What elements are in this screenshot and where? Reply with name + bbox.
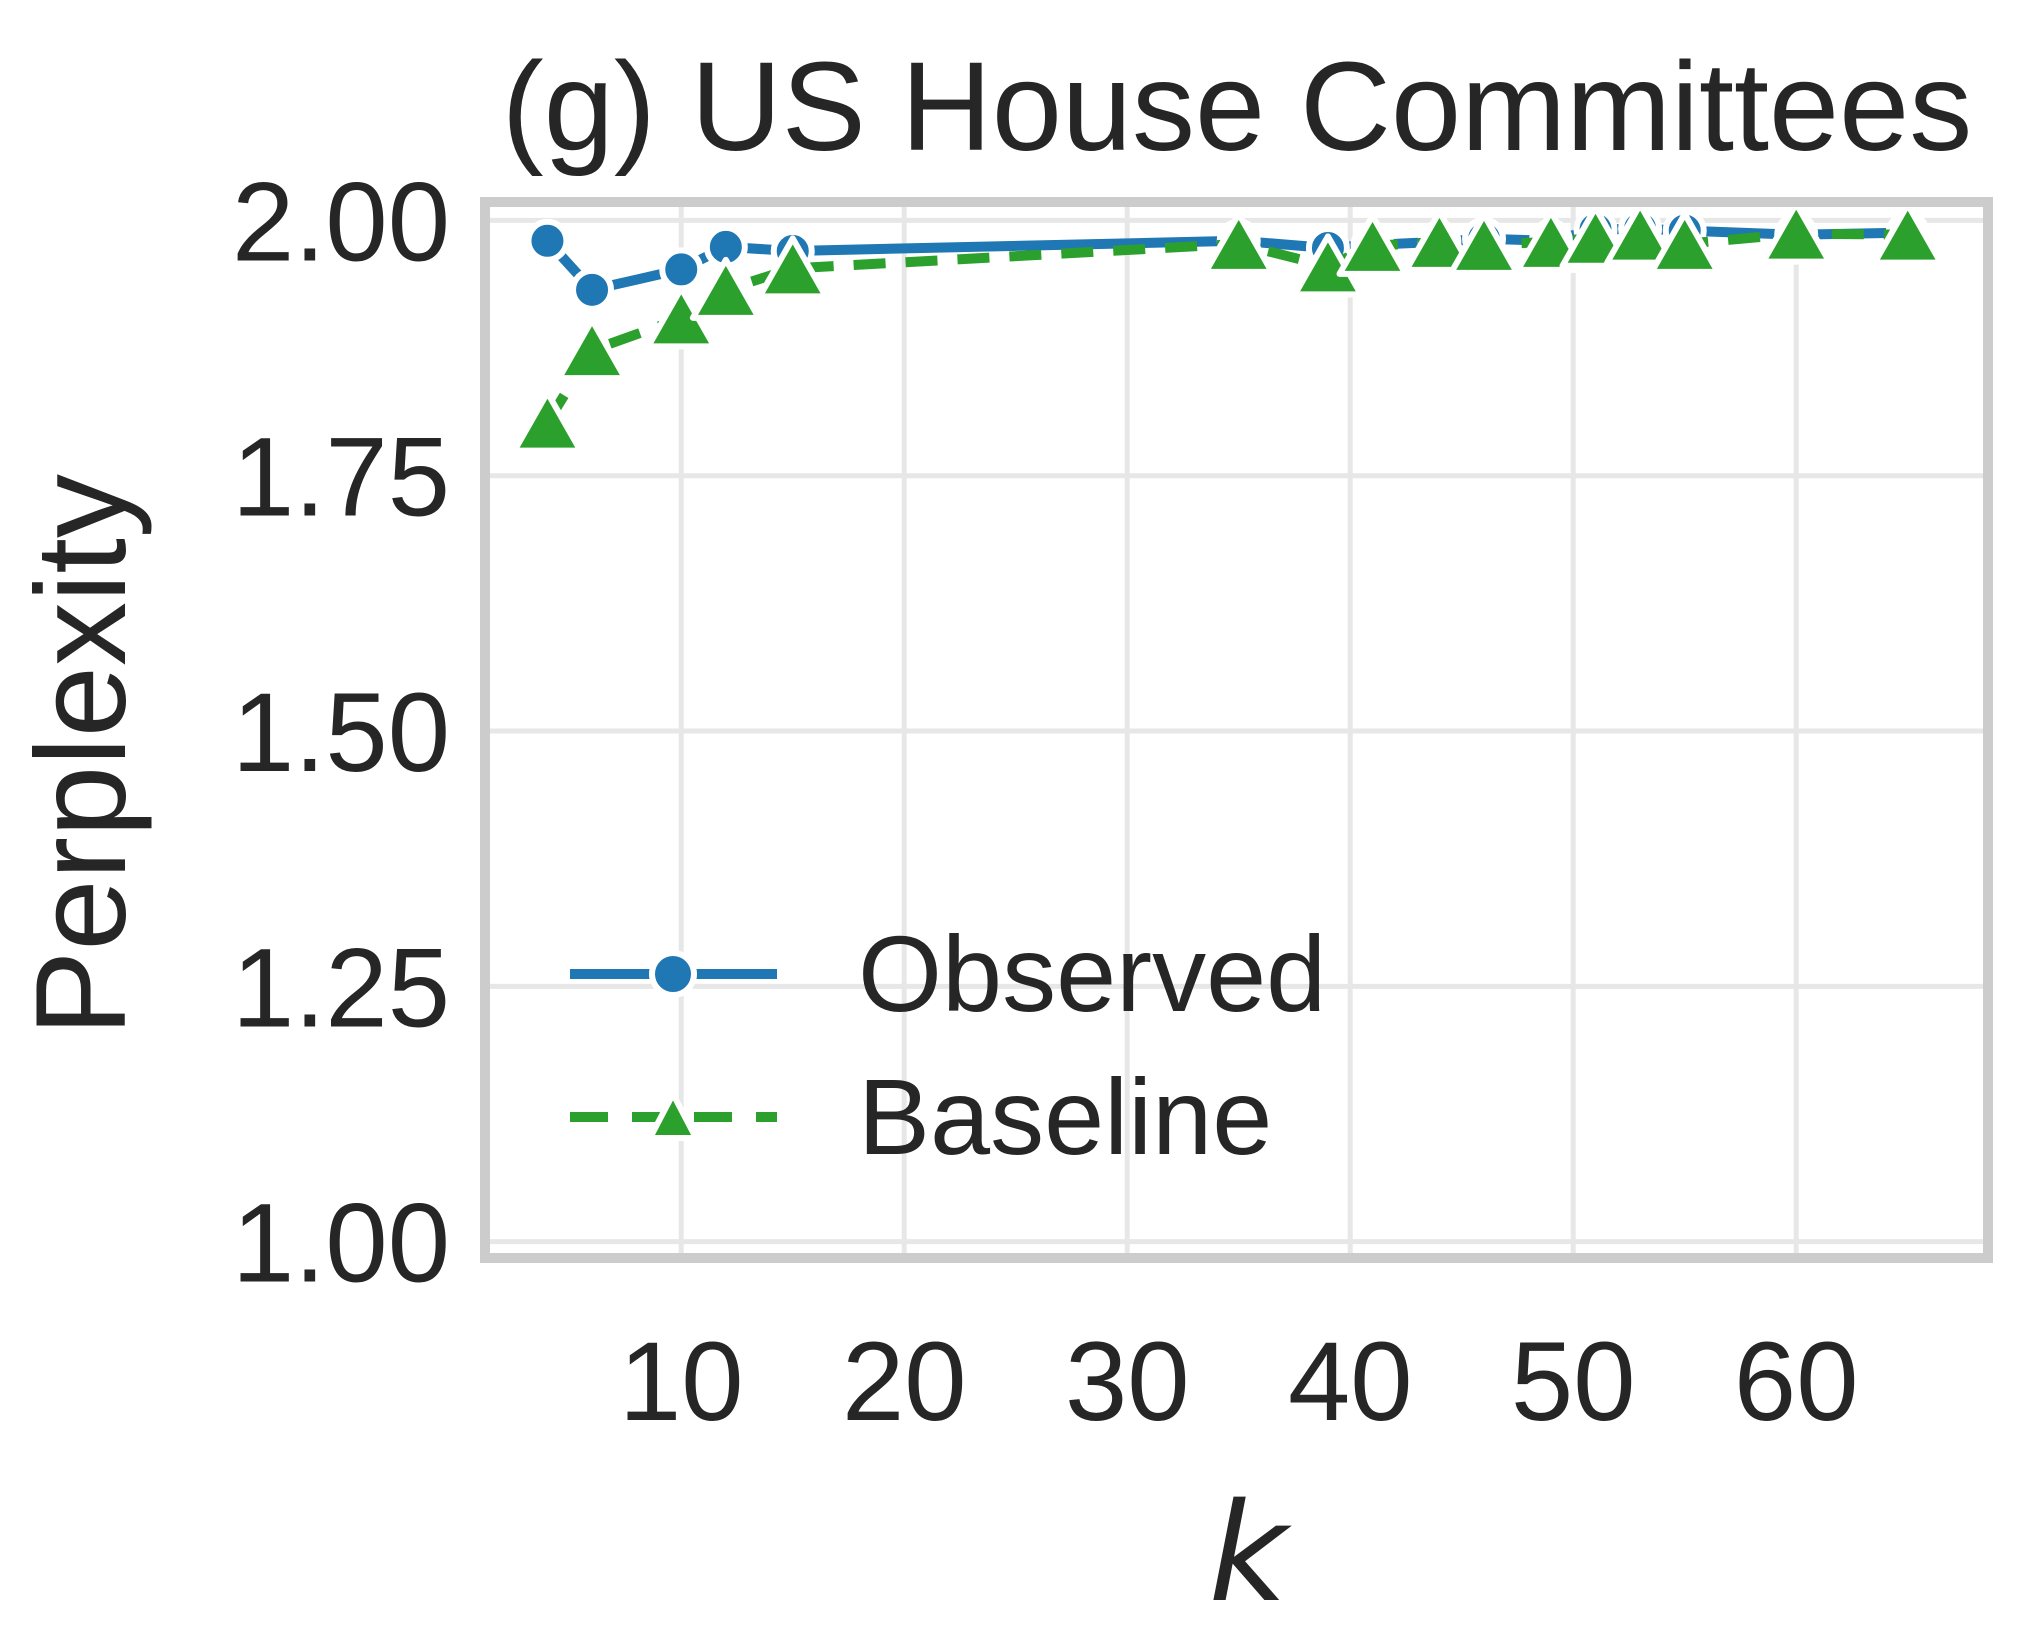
x-tick-labels: 10 20 30 40 50 60 xyxy=(619,1319,1859,1444)
legend-label-baseline: Baseline xyxy=(858,1056,1272,1177)
observed-marker xyxy=(570,267,615,312)
baseline-marker xyxy=(1202,210,1275,275)
baseline-marker xyxy=(556,317,629,382)
baseline-marker xyxy=(1604,201,1677,266)
legend-item-observed: Observed xyxy=(570,913,1326,1034)
baseline-marker xyxy=(1403,208,1476,273)
x-tick-label: 60 xyxy=(1734,1319,1859,1444)
x-tick-label: 20 xyxy=(842,1319,967,1444)
y-tick-label: 1.25 xyxy=(232,925,450,1050)
circle-icon xyxy=(649,950,697,998)
triangle-icon xyxy=(647,1091,699,1141)
x-tick-label: 50 xyxy=(1511,1319,1636,1444)
x-tick-label: 40 xyxy=(1288,1319,1413,1444)
baseline-marker xyxy=(1760,200,1833,265)
y-tick-label: 1.75 xyxy=(232,415,450,540)
y-tick-label: 2.00 xyxy=(232,159,450,284)
legend-item-baseline: Baseline xyxy=(570,1056,1272,1177)
gridlines xyxy=(485,202,1988,1258)
y-tick-label: 1.50 xyxy=(232,670,450,795)
baseline-marker xyxy=(756,235,829,300)
y-tick-label: 1.00 xyxy=(232,1181,450,1306)
y-tick-labels: 2.00 1.75 1.50 1.25 1.00 xyxy=(232,159,450,1305)
x-tick-label: 30 xyxy=(1065,1319,1190,1444)
baseline-marker xyxy=(511,389,584,454)
legend-label-observed: Observed xyxy=(858,913,1326,1034)
baseline-marker xyxy=(1871,201,1944,266)
observed-marker xyxy=(659,247,704,292)
x-axis-label: k xyxy=(1209,1475,1293,1628)
observed-line xyxy=(543,223,1908,295)
baseline-marker xyxy=(1648,210,1721,275)
observed-marker xyxy=(525,218,570,263)
data-series xyxy=(511,200,1944,454)
baseline-marker xyxy=(689,256,762,321)
x-tick-label: 10 xyxy=(619,1319,744,1444)
legend: Observed Baseline xyxy=(570,913,1326,1177)
plot-border xyxy=(480,197,1993,1263)
y-axis-label: Perplexity xyxy=(10,474,153,1036)
baseline-marker xyxy=(1336,212,1409,277)
chart-title: (g) US House Committees xyxy=(502,36,1972,177)
baseline-marker xyxy=(1448,211,1521,276)
